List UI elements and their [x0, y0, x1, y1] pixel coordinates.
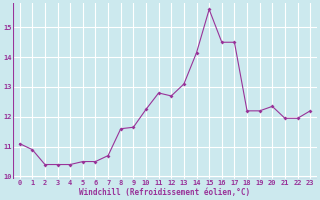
- X-axis label: Windchill (Refroidissement éolien,°C): Windchill (Refroidissement éolien,°C): [79, 188, 251, 197]
